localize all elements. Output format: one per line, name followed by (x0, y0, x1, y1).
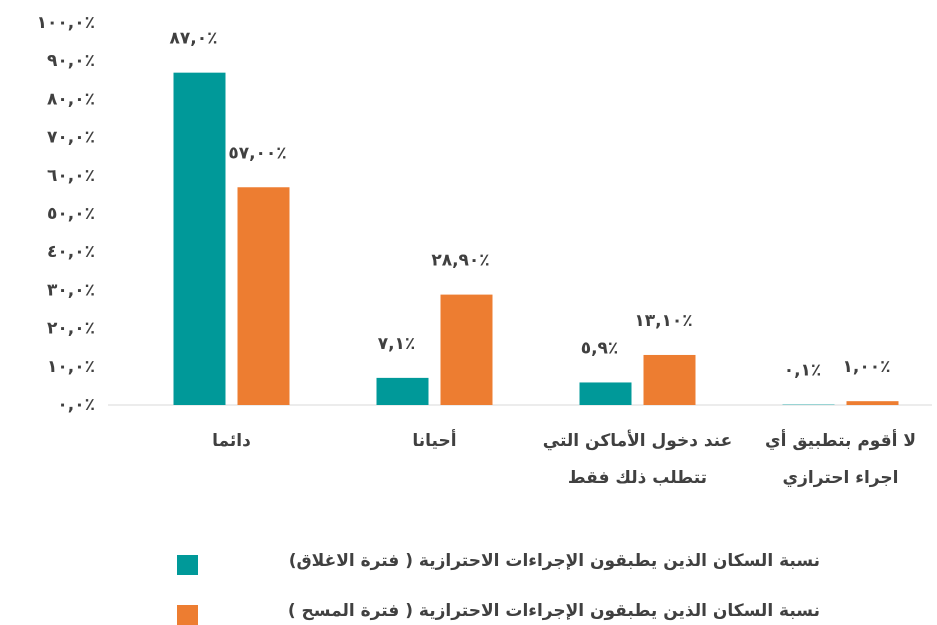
bar (173, 72, 226, 405)
x-tick-label: لا أقوم بتطبيق أي اجراء احترازي (765, 431, 916, 488)
data-label: ٠,١٪ (784, 361, 822, 381)
legend-label: نسبة السكان الذين يطبقون الإجراءات الاحت… (288, 601, 820, 621)
y-tick-label: ٠,٠٪ (57, 395, 95, 415)
data-label: ٥٧,٠٠٪ (228, 143, 286, 163)
y-tick-label: ١٠,٠٪ (47, 357, 95, 377)
y-tick-label: ١٠٠,٠٪ (37, 13, 95, 33)
data-label: ٥,٩٪ (581, 338, 619, 358)
data-label: ١,٠٠٪ (843, 357, 891, 377)
legend-swatch (177, 555, 198, 575)
bar (440, 294, 493, 405)
bar (846, 401, 899, 405)
x-tick-label: أحيانا (412, 431, 457, 451)
bar (237, 187, 290, 405)
y-tick-label: ٩٠,٠٪ (47, 51, 95, 71)
x-tick-label: عند دخول الأماكن التي تتطلب ذلك فقط (542, 431, 733, 488)
y-tick-label: ٣٠,٠٪ (47, 280, 95, 300)
legend-label: نسبة السكان الذين يطبقون الإجراءات الاحت… (289, 551, 820, 571)
y-tick-label: ٧٠,٠٪ (47, 128, 95, 148)
y-tick-label: ٨٠,٠٪ (47, 89, 95, 109)
x-tick-label: دائما (212, 431, 251, 451)
data-label: ١٣,١٠٪ (634, 311, 692, 331)
y-tick-label: ٤٠,٠٪ (47, 242, 95, 262)
data-label: ٢٨,٩٠٪ (431, 251, 489, 271)
legend-swatch (177, 605, 198, 625)
y-tick-label: ٦٠,٠٪ (47, 166, 95, 186)
bar (643, 354, 696, 405)
y-tick-label: ٥٠,٠٪ (47, 204, 95, 224)
bar (579, 382, 632, 405)
bar (376, 377, 429, 405)
data-label: ٨٧,٠٪ (170, 29, 218, 49)
data-label: ٧,١٪ (378, 334, 416, 354)
y-tick-label: ٢٠,٠٪ (47, 319, 95, 339)
